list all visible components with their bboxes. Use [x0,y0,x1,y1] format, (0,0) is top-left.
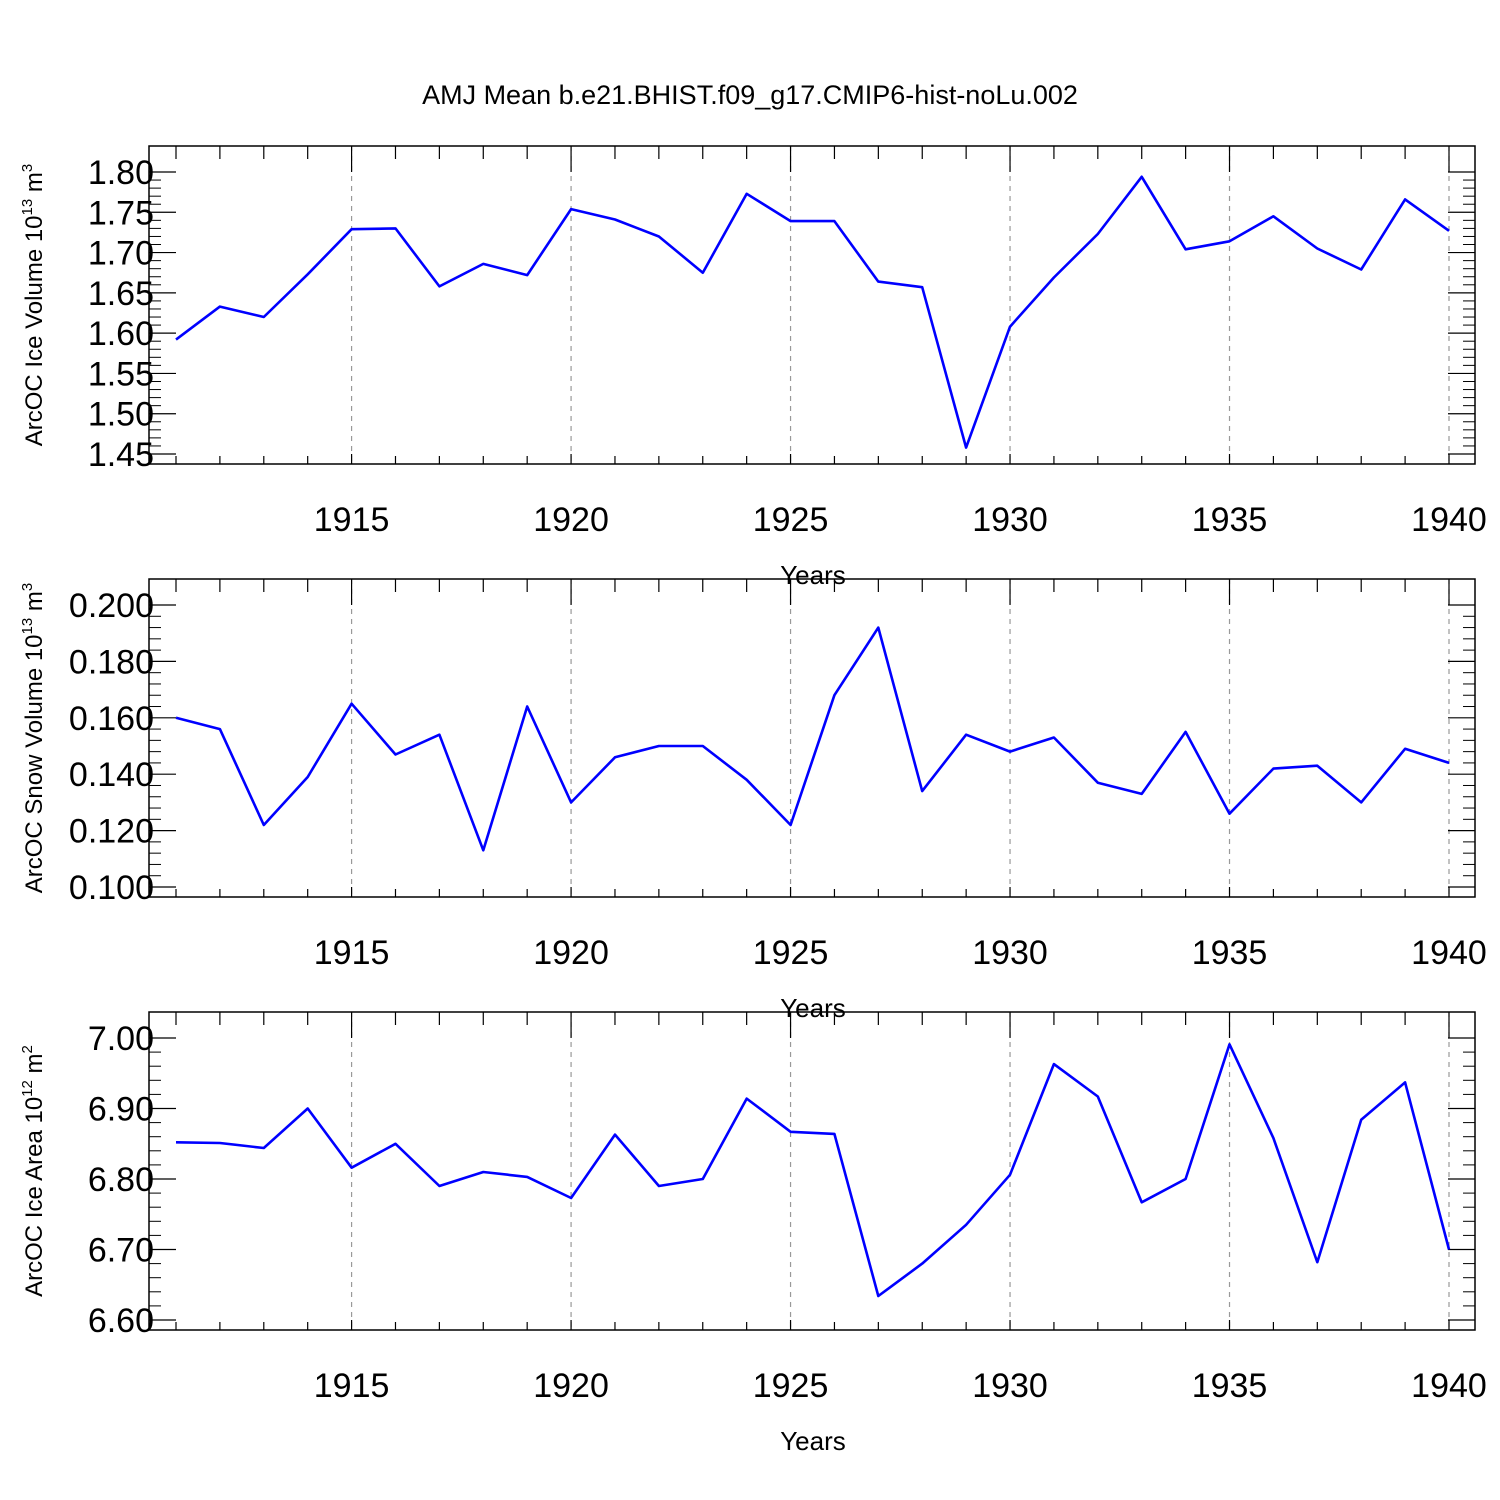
figure-title: AMJ Mean b.e21.BHIST.f09_g17.CMIP6-hist-… [422,80,1078,110]
axes-frame [148,1011,1476,1331]
y-axis-label-exponent: 13 [19,199,36,216]
x-tick-label: 1930 [972,1367,1048,1405]
series-line [175,1043,1451,1298]
series-line [175,626,1450,852]
x-tick-label: 1940 [1411,934,1487,972]
y-axis-label-unit-exponent: 3 [19,583,36,591]
axes-frame [148,145,1476,465]
x-tick-label: 1940 [1411,1367,1487,1405]
x-tick-label: 1920 [533,1367,609,1405]
x-axis-label: Years [780,1426,846,1456]
y-axis-label: ArcOC Snow Volume 1013 m3 [19,583,48,894]
x-tick-label: 1935 [1192,1367,1268,1405]
panel-ice-volume: 1.451.501.551.601.651.701.751.80 1915 1920… [19,145,1487,590]
y-axis-label-main: ArcOC Snow Volume 10 [21,634,48,893]
x-tick-label: 1935 [1192,501,1268,539]
y-tick-label: 6.70 [88,1232,154,1270]
x-tick-label: 1915 [314,934,390,972]
y-axis-label-unit: m [21,591,48,618]
y-tick-label: 1.80 [88,154,154,192]
x-tick-label: 1930 [972,934,1048,972]
y-axis-label-unit: m [21,172,48,199]
panel-ice-area: 6.60 6.70 6.80 6.90 7.00 1915 1920 1925 1930 1935… [19,1011,1487,1456]
y-tick-label: 0.100 [69,869,154,907]
x-tick-label: 1925 [753,934,829,972]
x-tick-label: 1925 [753,1367,829,1405]
y-tick-label: 1.70 [88,235,154,273]
y-axis-label: ArcOC Ice Area 1012 m2 [19,1045,48,1297]
y-tick-label: 0.140 [69,756,154,794]
y-tick-label: 1.50 [88,396,154,434]
y-tick-label: 0.200 [69,587,154,625]
y-axis-label-exponent: 13 [19,618,36,635]
y-axis-label-unit: m [21,1053,48,1080]
x-tick-label: 1925 [753,501,829,539]
x-tick-label: 1915 [314,501,390,539]
y-tick-label: 6.90 [88,1091,154,1129]
y-tick-label: 1.75 [88,194,154,232]
x-tick-label: 1935 [1192,934,1268,972]
y-tick-label: 1.55 [88,355,154,393]
x-tick-label: 1920 [533,934,609,972]
y-tick-label: 0.160 [69,700,154,738]
x-tick-label: 1915 [314,1367,390,1405]
y-tick-label: 0.180 [69,643,154,681]
y-axis-label-main: ArcOC Ice Area 10 [21,1097,48,1297]
series-line [175,175,1450,449]
y-axis-label-main: ArcOC Ice Volume 10 [21,215,48,446]
y-tick-label: 1.45 [88,436,154,474]
y-axis-label-unit-exponent: 2 [19,1045,36,1053]
y-tick-label: 6.60 [88,1302,154,1340]
y-axis-label: ArcOC Ice Volume 1013 m3 [19,164,48,446]
y-tick-label: 1.65 [88,275,154,313]
panel-snow-volume: 0.100 0.120 0.140 0.160 0.180 0.200 1915 1920 19… [19,578,1487,1023]
x-tick-label: 1920 [533,501,609,539]
y-tick-label: 1.60 [88,315,154,353]
x-tick-label: 1940 [1411,501,1487,539]
y-axis-label-exponent: 12 [19,1080,36,1097]
y-tick-label: 0.120 [69,813,154,851]
x-tick-label: 1930 [972,501,1048,539]
y-tick-label: 6.80 [88,1161,154,1199]
y-tick-label: 7.00 [88,1020,154,1058]
y-axis-label-unit-exponent: 3 [19,164,36,172]
axes-frame [148,578,1476,898]
